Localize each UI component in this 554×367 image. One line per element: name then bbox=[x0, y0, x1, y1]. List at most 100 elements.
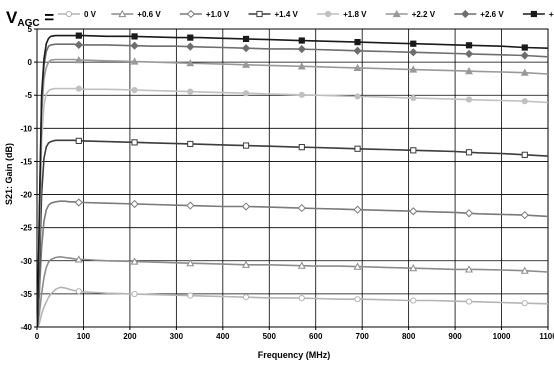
data-point bbox=[464, 209, 474, 218]
series-2-6-V bbox=[36, 40, 549, 328]
series-line bbox=[36, 200, 549, 328]
data-point bbox=[409, 48, 418, 57]
data-point bbox=[410, 297, 417, 304]
legend-label: +1.8 V bbox=[343, 10, 367, 19]
legend-label: +0.6 V bbox=[137, 10, 161, 19]
data-point bbox=[297, 45, 306, 54]
series-line bbox=[36, 87, 549, 328]
data-point bbox=[131, 86, 138, 94]
series-line bbox=[36, 255, 549, 328]
legend-label: +3.0 V bbox=[549, 10, 554, 19]
data-point bbox=[298, 295, 305, 302]
data-point bbox=[75, 32, 82, 39]
data-point bbox=[410, 147, 417, 154]
data-point bbox=[465, 66, 473, 75]
data-point bbox=[74, 55, 83, 64]
series-line bbox=[36, 58, 549, 328]
data-point bbox=[242, 294, 250, 301]
data-point bbox=[465, 149, 473, 156]
legend-entry: +1.4 V bbox=[248, 10, 299, 19]
data-point bbox=[353, 46, 362, 55]
data-point bbox=[187, 140, 194, 148]
series-line bbox=[36, 34, 549, 328]
x-axis-label: Frequency (MHz) bbox=[258, 350, 331, 360]
x-tick-label: 600 bbox=[309, 332, 323, 341]
data-point bbox=[353, 205, 362, 214]
y-tick-label: 0 bbox=[28, 58, 33, 67]
data-point bbox=[241, 202, 251, 211]
x-tick-label: 0 bbox=[35, 332, 40, 341]
series-line bbox=[36, 286, 549, 328]
legend-entry: +0.6 V bbox=[111, 9, 161, 19]
data-point bbox=[409, 65, 418, 73]
data-point bbox=[186, 201, 195, 210]
series-line bbox=[36, 139, 549, 328]
data-point bbox=[74, 198, 83, 207]
x-tick-label: 700 bbox=[356, 332, 370, 341]
data-point bbox=[520, 68, 529, 76]
legend-prefix-main: V bbox=[6, 8, 18, 27]
data-point bbox=[74, 40, 83, 50]
series-0-V bbox=[36, 286, 549, 328]
data-point bbox=[410, 94, 417, 102]
y-tick-label: -35 bbox=[20, 290, 32, 299]
data-point bbox=[464, 49, 474, 59]
series-line bbox=[36, 43, 549, 328]
x-tick-label: 100 bbox=[77, 332, 91, 341]
data-point bbox=[521, 300, 528, 307]
series-1-4-V bbox=[36, 137, 549, 328]
legend-label: +1.4 V bbox=[275, 10, 299, 19]
legend: VAGC = 0 V +0.6 V +1.0 V +1.4 V +1.8 V +2.2 V… bbox=[6, 8, 554, 29]
y-tick-label: 5 bbox=[28, 25, 33, 34]
x-tick-label: 500 bbox=[263, 332, 277, 341]
data-point bbox=[298, 144, 305, 151]
legend-swatch-marker bbox=[118, 9, 127, 18]
legend-swatch-marker bbox=[325, 10, 332, 18]
series-1-0-V bbox=[36, 198, 549, 328]
legend-entry: +1.0 V bbox=[179, 9, 230, 19]
legend-swatch-marker bbox=[186, 9, 196, 19]
data-point bbox=[187, 292, 194, 299]
y-tick-label: -20 bbox=[20, 191, 32, 200]
data-point bbox=[130, 199, 139, 209]
data-point bbox=[353, 262, 362, 270]
x-tick-label: 1000 bbox=[493, 332, 511, 341]
data-point bbox=[131, 139, 138, 146]
legend-swatch-marker bbox=[530, 10, 537, 18]
legend-label: +1.0 V bbox=[206, 10, 230, 19]
legend-swatch-marker bbox=[461, 9, 470, 19]
data-point bbox=[354, 296, 361, 303]
data-point bbox=[130, 41, 139, 50]
data-point bbox=[354, 145, 361, 152]
data-point bbox=[354, 39, 361, 46]
data-point bbox=[187, 34, 194, 41]
legend-entry: +1.8 V bbox=[317, 10, 367, 19]
series-2-2-V bbox=[36, 55, 549, 328]
data-point bbox=[409, 264, 418, 272]
axes: 0 100 200 300 400 500 600 700 800 900 1000 1100 -40 -… bbox=[20, 25, 554, 341]
legend-label: +2.6 V bbox=[480, 10, 504, 19]
series-1-8-V bbox=[36, 85, 549, 328]
x-tick-label: 200 bbox=[123, 332, 137, 341]
x-tick-label: 900 bbox=[448, 332, 462, 341]
y-axis-label: S21: Gain (dB) bbox=[4, 143, 14, 205]
legend-prefix-eq: = bbox=[40, 8, 55, 27]
grid bbox=[36, 28, 549, 328]
legend-swatch-marker bbox=[65, 10, 73, 18]
y-tick-label: -25 bbox=[20, 224, 32, 233]
data-point bbox=[521, 98, 528, 105]
data-point bbox=[298, 37, 305, 44]
data-point bbox=[465, 265, 473, 273]
legend-label: 0 V bbox=[84, 10, 97, 19]
series-0-6-V bbox=[36, 255, 549, 328]
data-point bbox=[131, 33, 138, 40]
y-tick-label: -10 bbox=[20, 124, 32, 133]
data-point bbox=[465, 96, 473, 103]
data-point bbox=[521, 44, 528, 51]
data-point bbox=[186, 259, 195, 267]
x-tick-label: 300 bbox=[170, 332, 184, 341]
data-point bbox=[297, 261, 306, 269]
data-point bbox=[241, 44, 251, 53]
legend-swatch-marker bbox=[256, 10, 263, 18]
